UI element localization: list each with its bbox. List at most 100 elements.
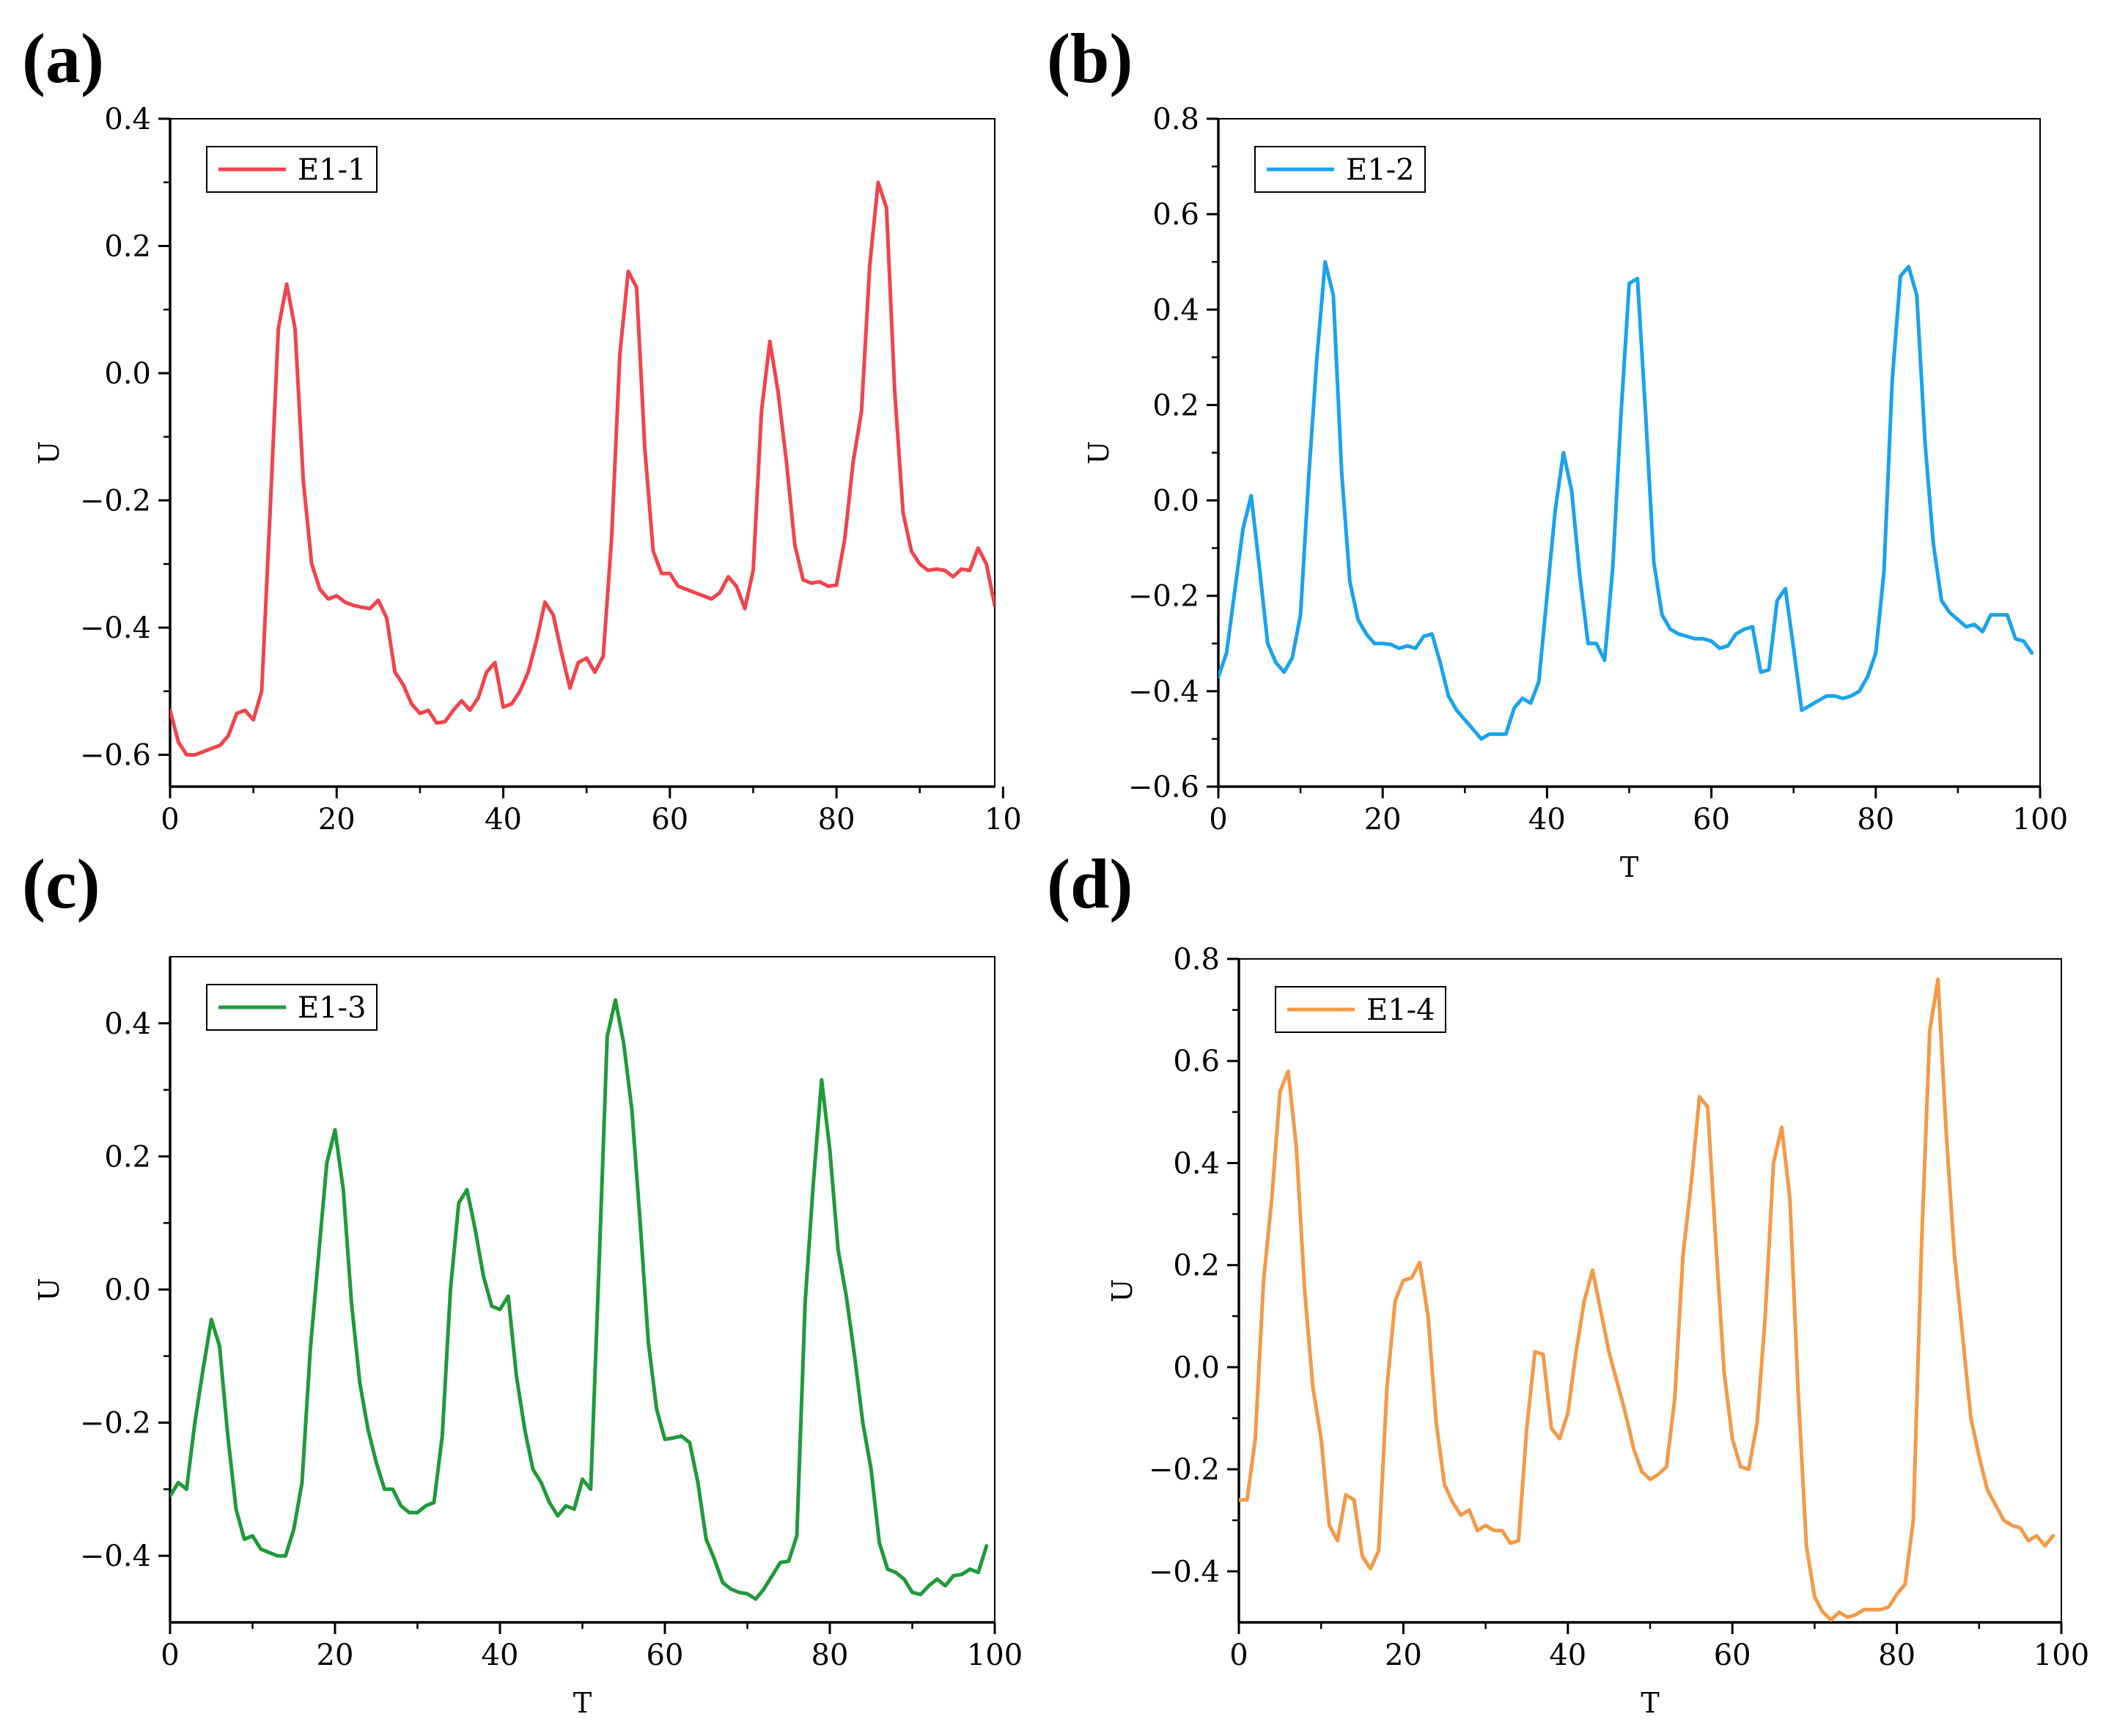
data-point xyxy=(1455,708,1459,712)
series-points xyxy=(169,998,989,1601)
data-point xyxy=(218,743,222,747)
data-point xyxy=(2027,1539,2031,1542)
data-point xyxy=(960,1573,964,1576)
data-point xyxy=(668,572,671,575)
data-point xyxy=(1352,1498,1356,1501)
data-point xyxy=(952,575,955,578)
data-point xyxy=(1542,1353,1545,1356)
data-point xyxy=(1956,618,1959,622)
data-point xyxy=(902,511,905,515)
data-point xyxy=(618,353,622,356)
data-point xyxy=(285,282,289,286)
data-point xyxy=(1533,1350,1536,1354)
data-point xyxy=(902,1577,906,1581)
x-tick-label: 20 xyxy=(1364,803,1402,836)
data-point xyxy=(485,670,488,674)
data-point xyxy=(276,1554,279,1558)
data-point xyxy=(597,1268,601,1271)
data-point xyxy=(844,1295,848,1298)
data-point xyxy=(1315,356,1319,359)
data-point xyxy=(243,1537,246,1541)
data-point xyxy=(375,1461,378,1465)
data-point xyxy=(507,1295,510,1298)
data-point xyxy=(1459,1513,1462,1517)
y-axis-title: U xyxy=(1083,441,1115,464)
series-line-e1-4 xyxy=(1239,977,2055,1622)
data-point xyxy=(1225,651,1229,655)
data-point xyxy=(1792,647,1795,650)
data-point xyxy=(1290,656,1294,660)
data-point xyxy=(1307,475,1311,479)
data-point xyxy=(1323,260,1327,264)
data-point xyxy=(1443,1483,1446,1487)
data-point xyxy=(185,1487,188,1491)
data-point xyxy=(622,1042,625,1045)
data-point xyxy=(1915,293,1918,297)
data-point xyxy=(660,572,663,575)
data-point xyxy=(1372,641,1376,645)
data-point xyxy=(310,562,314,566)
data-point xyxy=(367,1427,370,1431)
data-point xyxy=(810,581,814,585)
data-point xyxy=(1537,680,1541,683)
data-point xyxy=(177,740,180,744)
data-point xyxy=(779,1561,782,1564)
data-point xyxy=(443,720,447,724)
data-point xyxy=(1854,1613,1858,1617)
data-point xyxy=(1328,1523,1331,1527)
data-point xyxy=(385,617,389,620)
data-point xyxy=(585,656,589,660)
data-point xyxy=(943,569,946,573)
data-point xyxy=(1690,1182,1693,1185)
data-point xyxy=(910,1591,914,1595)
data-point xyxy=(768,339,772,343)
data-point xyxy=(836,1248,840,1251)
data-point xyxy=(2043,1544,2047,1548)
data-point xyxy=(1262,1279,1265,1282)
data-point xyxy=(893,391,897,394)
x-tick-label: 40 xyxy=(482,1638,519,1672)
data-point xyxy=(877,1541,881,1545)
data-point xyxy=(1258,565,1262,569)
data-point xyxy=(1344,1493,1347,1496)
data-point xyxy=(2030,651,2033,655)
data-point xyxy=(1788,1197,1792,1201)
data-point xyxy=(919,1592,922,1596)
data-point xyxy=(2002,1518,2006,1522)
data-point xyxy=(325,1161,328,1165)
data-point xyxy=(1405,644,1409,648)
data-point xyxy=(927,1584,931,1588)
data-point xyxy=(1561,451,1565,455)
data-point xyxy=(1356,618,1360,622)
panel-label: (d) xyxy=(1047,845,1133,923)
data-point xyxy=(1586,641,1590,645)
data-point xyxy=(1969,1416,1973,1420)
data-point xyxy=(1512,706,1516,710)
data-point xyxy=(1418,1261,1421,1265)
series-line-e1-3 xyxy=(170,998,989,1601)
data-point xyxy=(482,1274,485,1278)
data-point xyxy=(1870,1608,1874,1611)
x-tick-label: 0 xyxy=(1229,1638,1248,1672)
data-point xyxy=(589,1487,592,1491)
data-point xyxy=(820,1078,823,1081)
data-point xyxy=(1566,1411,1569,1415)
data-point xyxy=(960,567,963,571)
data-point xyxy=(498,1308,502,1312)
data-point xyxy=(1841,696,1844,700)
data-point xyxy=(1981,630,1984,633)
data-point xyxy=(284,1554,287,1558)
data-point xyxy=(894,1570,898,1574)
data-point xyxy=(801,578,805,582)
data-point xyxy=(1821,1611,1825,1614)
data-point xyxy=(535,639,539,642)
data-point xyxy=(1693,637,1697,641)
data-point xyxy=(194,753,197,757)
data-point xyxy=(1808,704,1812,707)
data-point xyxy=(2006,613,2009,617)
data-point xyxy=(2018,1526,2022,1530)
data-point xyxy=(1254,1437,1257,1441)
data-point xyxy=(1237,1498,1241,1501)
data-point xyxy=(235,712,238,716)
x-tick-label: 80 xyxy=(1857,803,1894,836)
